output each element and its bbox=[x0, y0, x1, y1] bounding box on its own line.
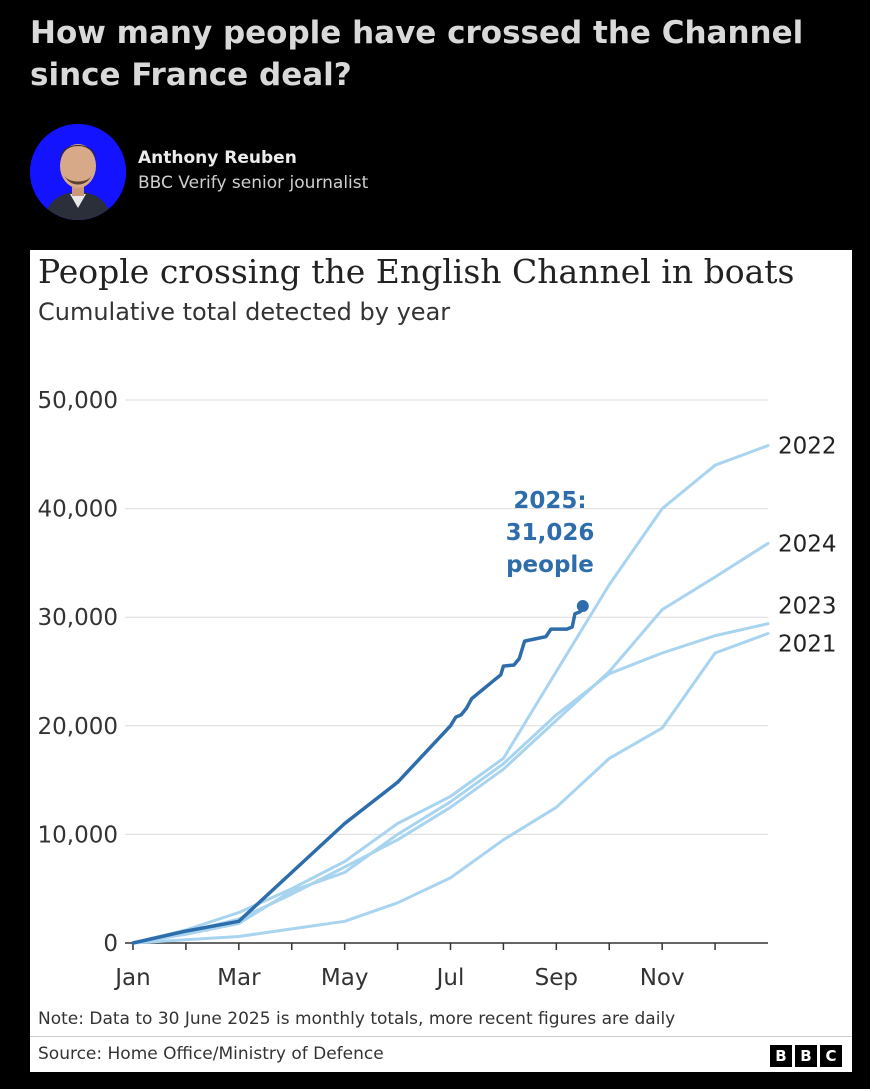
y-tick-label: 20,000 bbox=[38, 714, 118, 740]
series-label-2021: 2021 bbox=[778, 631, 837, 657]
series-label-2023: 2023 bbox=[778, 594, 837, 620]
chart-subtitle: Cumulative total detected by year bbox=[38, 298, 451, 326]
x-tick-label: Sep bbox=[535, 965, 578, 991]
y-tick-label: 40,000 bbox=[38, 497, 118, 523]
x-tick-label: Mar bbox=[217, 965, 261, 991]
y-tick-label: 50,000 bbox=[38, 388, 118, 414]
series-line-2021 bbox=[131, 632, 770, 945]
author-byline[interactable]: Anthony Reuben BBC Verify senior journal… bbox=[30, 124, 630, 220]
bbc-logo-letter: B bbox=[770, 1045, 792, 1067]
chart-note: Note: Data to 30 June 2025 is monthly to… bbox=[38, 1009, 676, 1029]
series-line-2022 bbox=[131, 444, 770, 945]
chart-card: 0 10,000 20,000 30,000 40,000 50,000 Jan Mar May… bbox=[30, 250, 852, 1072]
series-line-2023 bbox=[131, 622, 770, 945]
line-chart: 0 10,000 20,000 30,000 40,000 50,000 Jan Mar May… bbox=[38, 388, 837, 991]
annotation-line: 31,026 bbox=[506, 520, 595, 546]
author-avatar bbox=[30, 124, 126, 220]
bbc-logo: B B C bbox=[770, 1045, 842, 1067]
y-tick-label: 0 bbox=[103, 931, 118, 957]
series-end-dot-2025 bbox=[576, 600, 589, 613]
bbc-logo-letter: B bbox=[795, 1045, 817, 1067]
x-tick-label: Jan bbox=[113, 965, 150, 991]
series-label-2024: 2024 bbox=[778, 531, 837, 557]
annotation-line: people bbox=[506, 552, 594, 578]
chart-title: People crossing the English Channel in b… bbox=[38, 252, 795, 291]
series-label-2022: 2022 bbox=[778, 434, 837, 460]
chart-source: Source: Home Office/Ministry of Defence bbox=[38, 1044, 384, 1064]
series-line-2025 bbox=[131, 604, 585, 945]
author-name[interactable]: Anthony Reuben bbox=[138, 148, 297, 168]
x-tick-label: May bbox=[321, 965, 369, 991]
author-role: BBC Verify senior journalist bbox=[138, 173, 369, 193]
y-tick-label: 10,000 bbox=[38, 822, 118, 848]
bbc-logo-letter: C bbox=[820, 1045, 842, 1067]
annotation-line: 2025: bbox=[513, 488, 586, 514]
x-tick-label: Nov bbox=[640, 965, 685, 991]
series-line-2024 bbox=[131, 541, 770, 945]
y-tick-label: 30,000 bbox=[38, 605, 118, 631]
footer-divider bbox=[30, 1036, 852, 1037]
article-headline: How many people have crossed the Channel… bbox=[30, 15, 804, 93]
x-tick-label: Jul bbox=[435, 965, 465, 991]
